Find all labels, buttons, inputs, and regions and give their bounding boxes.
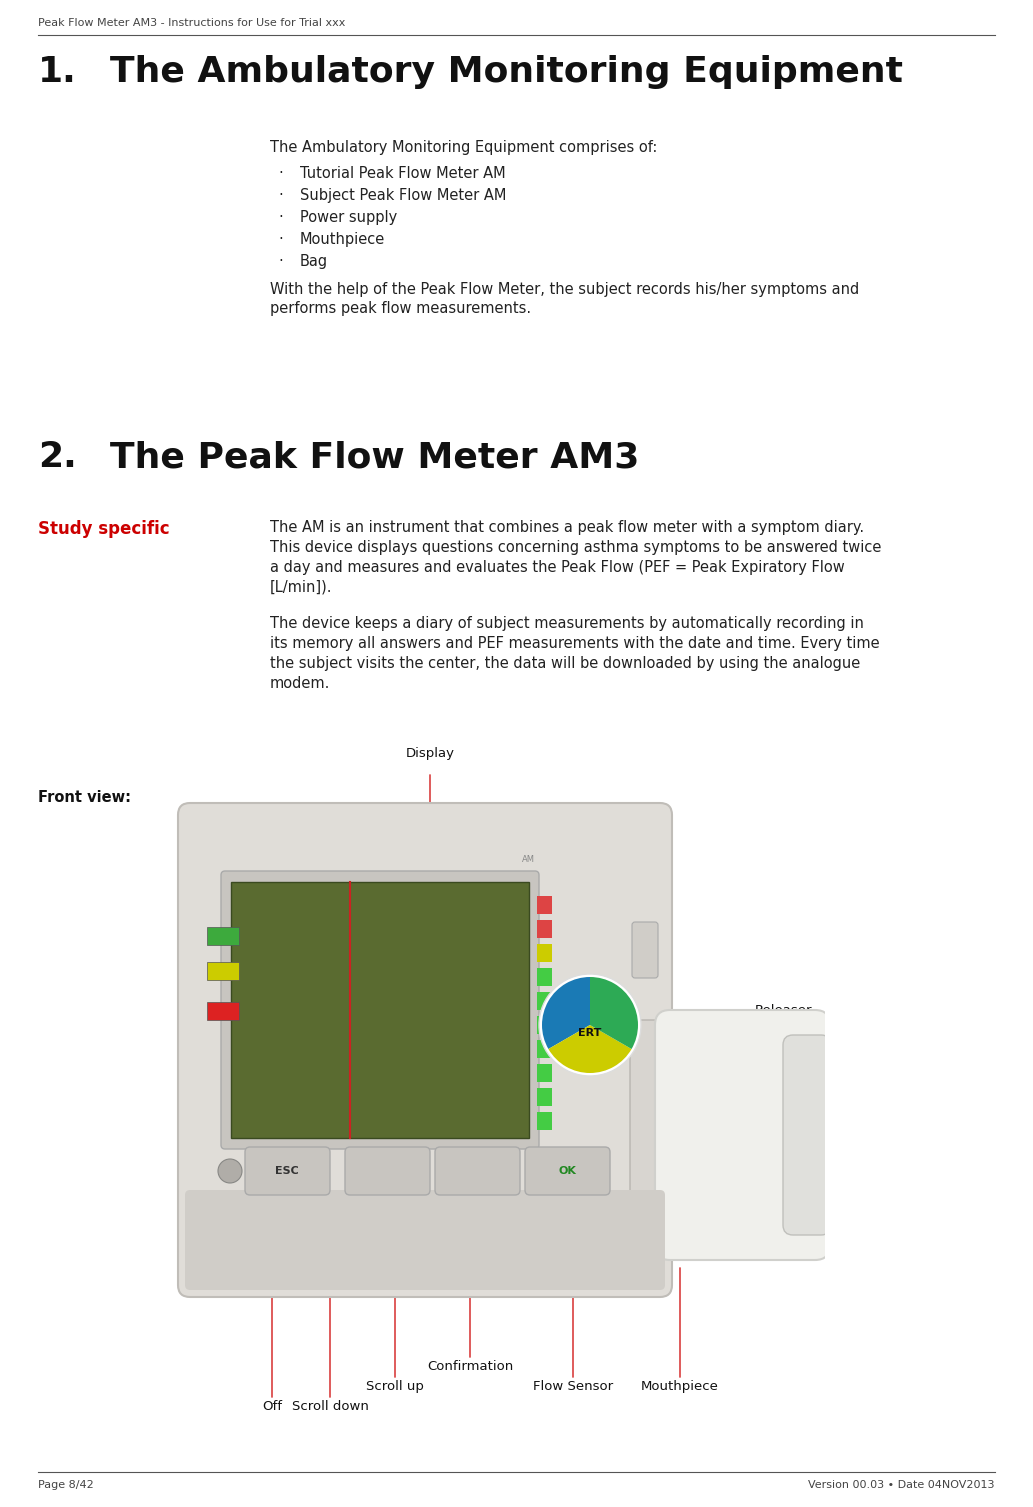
Text: The Peak Flow Meter AM3: The Peak Flow Meter AM3 bbox=[109, 440, 639, 475]
Wedge shape bbox=[542, 977, 590, 1049]
FancyBboxPatch shape bbox=[655, 1010, 829, 1260]
Text: Bag: Bag bbox=[300, 255, 328, 270]
Text: Subject Peak Flow Meter AM: Subject Peak Flow Meter AM bbox=[300, 188, 506, 203]
FancyBboxPatch shape bbox=[221, 871, 539, 1148]
Text: Study specific: Study specific bbox=[38, 520, 169, 538]
FancyBboxPatch shape bbox=[185, 1191, 665, 1290]
Text: Flow Sensor: Flow Sensor bbox=[533, 1380, 613, 1392]
Text: Peak Flow Meter AM3 - Instructions for Use for Trial xxx: Peak Flow Meter AM3 - Instructions for U… bbox=[38, 18, 345, 29]
Bar bbox=[537, 919, 552, 937]
Bar bbox=[231, 882, 529, 1138]
FancyBboxPatch shape bbox=[525, 1147, 611, 1195]
Text: ·: · bbox=[278, 255, 283, 270]
Bar bbox=[537, 897, 552, 915]
Text: Tutorial Peak Flow Meter AM: Tutorial Peak Flow Meter AM bbox=[300, 166, 505, 181]
Text: performs peak flow measurements.: performs peak flow measurements. bbox=[270, 301, 531, 316]
Text: Display: Display bbox=[406, 747, 455, 760]
Bar bbox=[537, 943, 552, 961]
Text: [L/min]).: [L/min]). bbox=[270, 580, 333, 595]
Text: Front view:: Front view: bbox=[38, 790, 131, 805]
Text: ·: · bbox=[278, 188, 283, 203]
Text: ·: · bbox=[278, 166, 283, 181]
Text: Scroll up: Scroll up bbox=[366, 1380, 424, 1392]
Text: ESC: ESC bbox=[275, 1166, 299, 1175]
Text: Off: Off bbox=[262, 1400, 282, 1414]
Text: The Ambulatory Monitoring Equipment comprises of:: The Ambulatory Monitoring Equipment comp… bbox=[270, 140, 657, 155]
FancyBboxPatch shape bbox=[435, 1147, 520, 1195]
Circle shape bbox=[218, 1159, 242, 1183]
FancyBboxPatch shape bbox=[783, 1035, 831, 1236]
FancyBboxPatch shape bbox=[630, 1020, 690, 1230]
Text: AM: AM bbox=[522, 854, 535, 864]
Text: Page 8/42: Page 8/42 bbox=[38, 1480, 94, 1490]
Bar bbox=[537, 1016, 552, 1034]
Text: OK: OK bbox=[558, 1166, 576, 1175]
Text: ERT: ERT bbox=[578, 1028, 601, 1038]
Bar bbox=[207, 1002, 239, 1020]
Text: With the help of the Peak Flow Meter, the subject records his/her symptoms and: With the help of the Peak Flow Meter, th… bbox=[270, 282, 859, 297]
Text: a day and measures and evaluates the Peak Flow (PEF = Peak Expiratory Flow: a day and measures and evaluates the Pea… bbox=[270, 561, 845, 576]
FancyBboxPatch shape bbox=[178, 803, 672, 1298]
Wedge shape bbox=[590, 977, 638, 1049]
Text: Power supply: Power supply bbox=[300, 209, 398, 225]
Text: The device keeps a diary of subject measurements by automatically recording in: The device keeps a diary of subject meas… bbox=[270, 616, 864, 631]
Text: Confirmation: Confirmation bbox=[427, 1359, 513, 1373]
Text: ·: · bbox=[278, 232, 283, 247]
Text: Version 00.03 • Date 04NOV2013: Version 00.03 • Date 04NOV2013 bbox=[809, 1480, 995, 1490]
Wedge shape bbox=[549, 1025, 631, 1073]
Circle shape bbox=[539, 974, 641, 1076]
Bar bbox=[537, 1112, 552, 1130]
Bar bbox=[207, 961, 239, 980]
Bar bbox=[537, 992, 552, 1010]
Text: the subject visits the center, the data will be downloaded by using the analogue: the subject visits the center, the data … bbox=[270, 656, 860, 671]
Text: 2.: 2. bbox=[38, 440, 76, 475]
Bar bbox=[207, 927, 239, 945]
Text: The AM is an instrument that combines a peak flow meter with a symptom diary.: The AM is an instrument that combines a … bbox=[270, 520, 865, 535]
Text: its memory all answers and PEF measurements with the date and time. Every time: its memory all answers and PEF measureme… bbox=[270, 636, 880, 651]
FancyBboxPatch shape bbox=[245, 1147, 330, 1195]
Text: Mouthpiece: Mouthpiece bbox=[300, 232, 385, 247]
Text: ·: · bbox=[278, 209, 283, 225]
Text: 1.: 1. bbox=[38, 54, 76, 89]
Text: Scroll down: Scroll down bbox=[291, 1400, 369, 1414]
Bar bbox=[537, 1088, 552, 1106]
Bar bbox=[537, 967, 552, 986]
Text: Mouthpiece: Mouthpiece bbox=[641, 1380, 719, 1392]
Bar bbox=[537, 1064, 552, 1082]
Text: modem.: modem. bbox=[270, 677, 331, 692]
FancyBboxPatch shape bbox=[632, 922, 658, 978]
Text: Releaser: Releaser bbox=[755, 1004, 813, 1017]
Text: The Ambulatory Monitoring Equipment: The Ambulatory Monitoring Equipment bbox=[109, 54, 903, 89]
Bar bbox=[537, 1040, 552, 1058]
Text: This device displays questions concerning asthma symptoms to be answered twice: This device displays questions concernin… bbox=[270, 540, 881, 555]
FancyBboxPatch shape bbox=[345, 1147, 430, 1195]
